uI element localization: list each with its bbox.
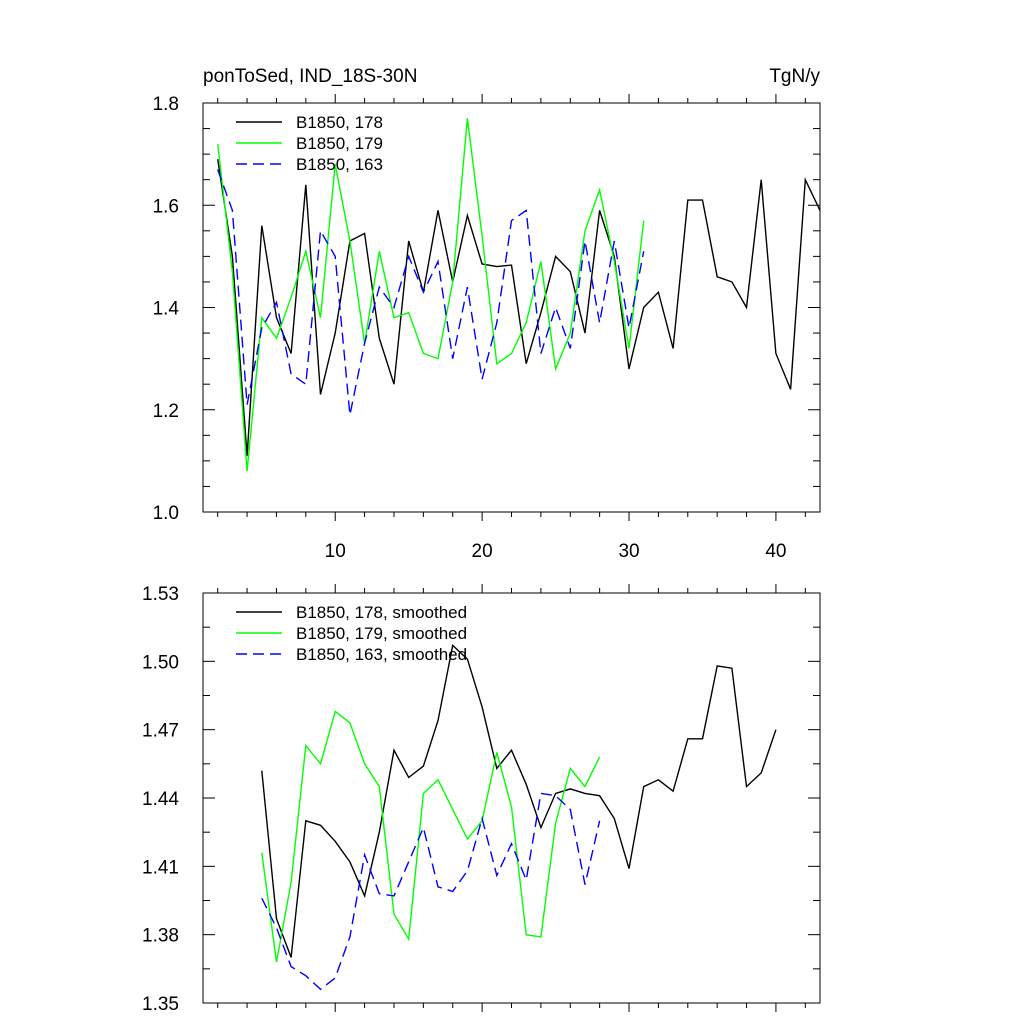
series-line-1-2 bbox=[261, 792, 601, 991]
y-tick-label: 1.53 bbox=[142, 584, 179, 605]
top-panel: ponToSed, IND_18S-30N TgN/y 10 20 30 401.01… bbox=[153, 66, 821, 562]
series-line-0-0 bbox=[217, 159, 821, 456]
y-axis: 1.35 1.38 1.41 1.44 1.47 1.50 1.53 bbox=[142, 584, 820, 1015]
y-tick-label: 1.44 bbox=[142, 789, 179, 810]
legend: B1850, 178 B1850, 179 B1850, 163 bbox=[236, 113, 383, 174]
y-tick-label: 1.4 bbox=[153, 299, 180, 320]
series-line-1-0 bbox=[261, 644, 777, 958]
bottom-panel: 1.35 1.38 1.41 1.44 1.47 1.50 1.53 B1850, 178, … bbox=[142, 584, 821, 1015]
series-line-0-1 bbox=[217, 118, 645, 472]
x-tick-label: 10 bbox=[325, 541, 346, 562]
legend: B1850, 178, smoothed B1850, 179, smoothed… bbox=[236, 603, 467, 664]
y-tick-label: 1.50 bbox=[142, 652, 179, 673]
y-tick-label: 1.8 bbox=[153, 94, 179, 115]
series-lines bbox=[217, 118, 821, 472]
series-lines bbox=[261, 644, 777, 991]
legend-label: B1850, 178 bbox=[296, 113, 383, 132]
y-tick-label: 1.2 bbox=[153, 401, 179, 422]
y-axis: 1.0 1.2 1.4 1.6 1.8 bbox=[153, 94, 820, 524]
legend-label: B1850, 163, smoothed bbox=[296, 645, 467, 664]
legend-label: B1850, 163 bbox=[296, 155, 383, 174]
y-tick-label: 1.38 bbox=[142, 926, 179, 947]
y-tick-label: 1.41 bbox=[142, 857, 179, 878]
series-line-0-2 bbox=[217, 169, 645, 416]
y-tick-label: 1.35 bbox=[142, 994, 179, 1015]
series-line-1-1 bbox=[261, 710, 601, 963]
x-axis bbox=[217, 584, 806, 1012]
units-label: TgN/y bbox=[769, 66, 820, 87]
legend-label: B1850, 179 bbox=[296, 134, 383, 153]
chart-title: ponToSed, IND_18S-30N bbox=[203, 66, 417, 87]
legend-label: B1850, 178, smoothed bbox=[296, 603, 467, 622]
legend-label: B1850, 179, smoothed bbox=[296, 624, 467, 643]
x-tick-label: 20 bbox=[472, 541, 493, 562]
y-tick-label: 1.47 bbox=[142, 721, 179, 742]
x-tick-label: 40 bbox=[765, 541, 786, 562]
y-tick-label: 1.6 bbox=[153, 196, 179, 217]
x-axis: 10 20 30 40 bbox=[217, 94, 806, 562]
y-tick-label: 1.0 bbox=[153, 503, 179, 524]
x-tick-label: 30 bbox=[618, 541, 639, 562]
